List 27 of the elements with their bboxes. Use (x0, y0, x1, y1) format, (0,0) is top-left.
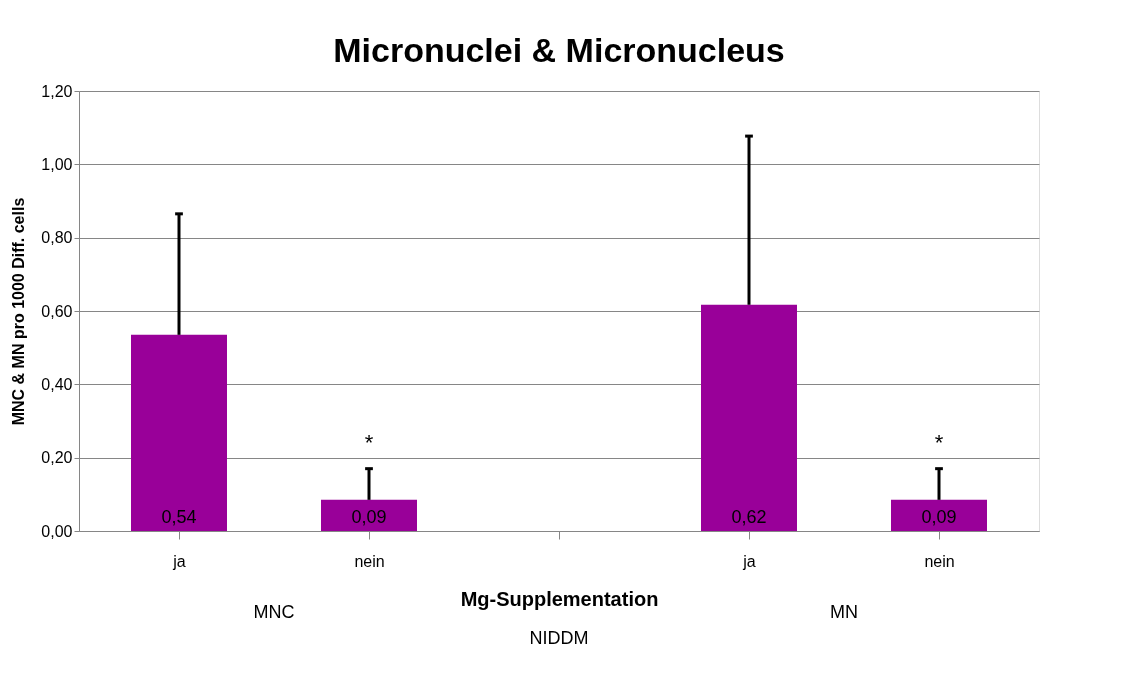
data-label: 0,62 (731, 507, 767, 527)
x-tick-label: ja (172, 552, 186, 570)
data-label: 0,09 (921, 507, 957, 527)
bar (321, 499, 417, 531)
bar (891, 499, 987, 531)
y-tick-label: 0,40 (41, 375, 73, 393)
x-axis-title: Mg-Supplementation (460, 587, 659, 610)
x-tick-label: ja (742, 552, 756, 570)
y-axis-title: MNC & MN pro 1000 Diff. cells (10, 197, 28, 426)
y-tick-label: 0,80 (41, 229, 73, 247)
annotation: * (934, 429, 944, 455)
bar (701, 304, 797, 531)
x-tick-label: nein (354, 552, 385, 570)
bar (131, 334, 227, 531)
annotation: * (364, 429, 374, 455)
data-label: 0,54 (161, 507, 197, 527)
text: NIDDM (529, 628, 589, 648)
data-label: 0,09 (351, 507, 387, 527)
x-tick-label: nein (924, 552, 955, 570)
y-tick-label: 0,60 (41, 302, 73, 320)
y-tick-label: 0,00 (41, 522, 73, 540)
y-tick-label: 1,00 (41, 155, 73, 173)
text: MNC (253, 602, 295, 622)
text: MN (830, 602, 858, 622)
y-tick-label: 0,20 (41, 449, 73, 467)
y-tick-label: 1,20 (41, 82, 73, 100)
chart-title: Micronuclei & Micronucleus (333, 31, 785, 69)
